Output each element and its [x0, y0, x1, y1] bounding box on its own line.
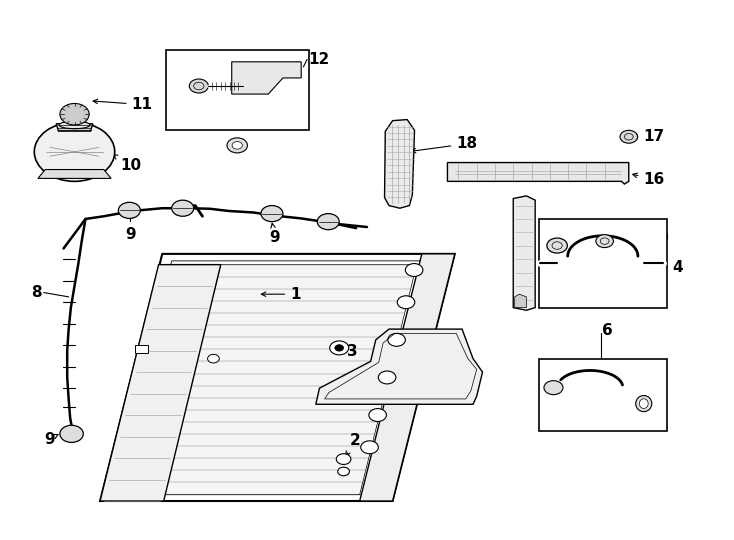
Polygon shape — [100, 265, 221, 501]
Text: 18: 18 — [411, 136, 477, 153]
Text: 2: 2 — [346, 433, 361, 456]
Text: 19: 19 — [539, 231, 669, 253]
Text: 17: 17 — [633, 129, 664, 144]
Circle shape — [34, 122, 115, 181]
Circle shape — [336, 454, 351, 464]
Text: 6: 6 — [603, 323, 613, 338]
Circle shape — [60, 426, 83, 442]
Circle shape — [335, 345, 344, 351]
Text: 3: 3 — [341, 344, 357, 359]
Circle shape — [620, 130, 638, 143]
Polygon shape — [515, 294, 526, 308]
Text: 11: 11 — [93, 97, 153, 112]
Circle shape — [338, 467, 349, 476]
Circle shape — [369, 409, 386, 422]
Polygon shape — [38, 170, 111, 178]
Circle shape — [172, 200, 194, 217]
Text: 15: 15 — [417, 374, 443, 393]
Bar — [166, 50, 308, 130]
Text: 9: 9 — [270, 224, 280, 245]
Circle shape — [378, 371, 396, 384]
Circle shape — [317, 214, 339, 230]
Bar — [539, 359, 666, 431]
Text: 9: 9 — [44, 431, 58, 447]
Circle shape — [227, 138, 247, 153]
Circle shape — [596, 235, 614, 247]
Text: 5: 5 — [548, 244, 559, 259]
Text: 13: 13 — [183, 70, 204, 89]
Polygon shape — [232, 62, 301, 94]
Circle shape — [361, 441, 378, 454]
Circle shape — [208, 354, 219, 363]
Text: 12: 12 — [308, 52, 330, 67]
Text: 7: 7 — [647, 409, 664, 423]
Polygon shape — [360, 254, 455, 501]
Circle shape — [388, 333, 405, 346]
Text: 1: 1 — [261, 287, 301, 302]
Text: 14: 14 — [247, 115, 278, 130]
Polygon shape — [448, 163, 629, 184]
Polygon shape — [100, 254, 455, 501]
Polygon shape — [135, 345, 148, 353]
Circle shape — [405, 264, 423, 276]
Circle shape — [118, 202, 140, 218]
Text: 10: 10 — [113, 155, 142, 173]
Ellipse shape — [636, 395, 652, 411]
Circle shape — [547, 238, 567, 253]
Bar — [539, 219, 666, 308]
Polygon shape — [513, 196, 535, 310]
Circle shape — [397, 296, 415, 309]
Circle shape — [261, 206, 283, 221]
Circle shape — [232, 141, 242, 149]
Polygon shape — [316, 329, 482, 404]
Text: 16: 16 — [633, 172, 665, 187]
Polygon shape — [164, 265, 417, 495]
Circle shape — [330, 341, 349, 355]
Circle shape — [189, 79, 208, 93]
Polygon shape — [385, 119, 415, 208]
Circle shape — [544, 381, 563, 395]
Text: 9: 9 — [126, 214, 137, 242]
Circle shape — [60, 104, 89, 125]
Text: 8: 8 — [31, 285, 42, 300]
Ellipse shape — [59, 121, 90, 129]
Ellipse shape — [639, 399, 648, 408]
Text: 4: 4 — [666, 260, 683, 275]
Polygon shape — [57, 124, 92, 131]
